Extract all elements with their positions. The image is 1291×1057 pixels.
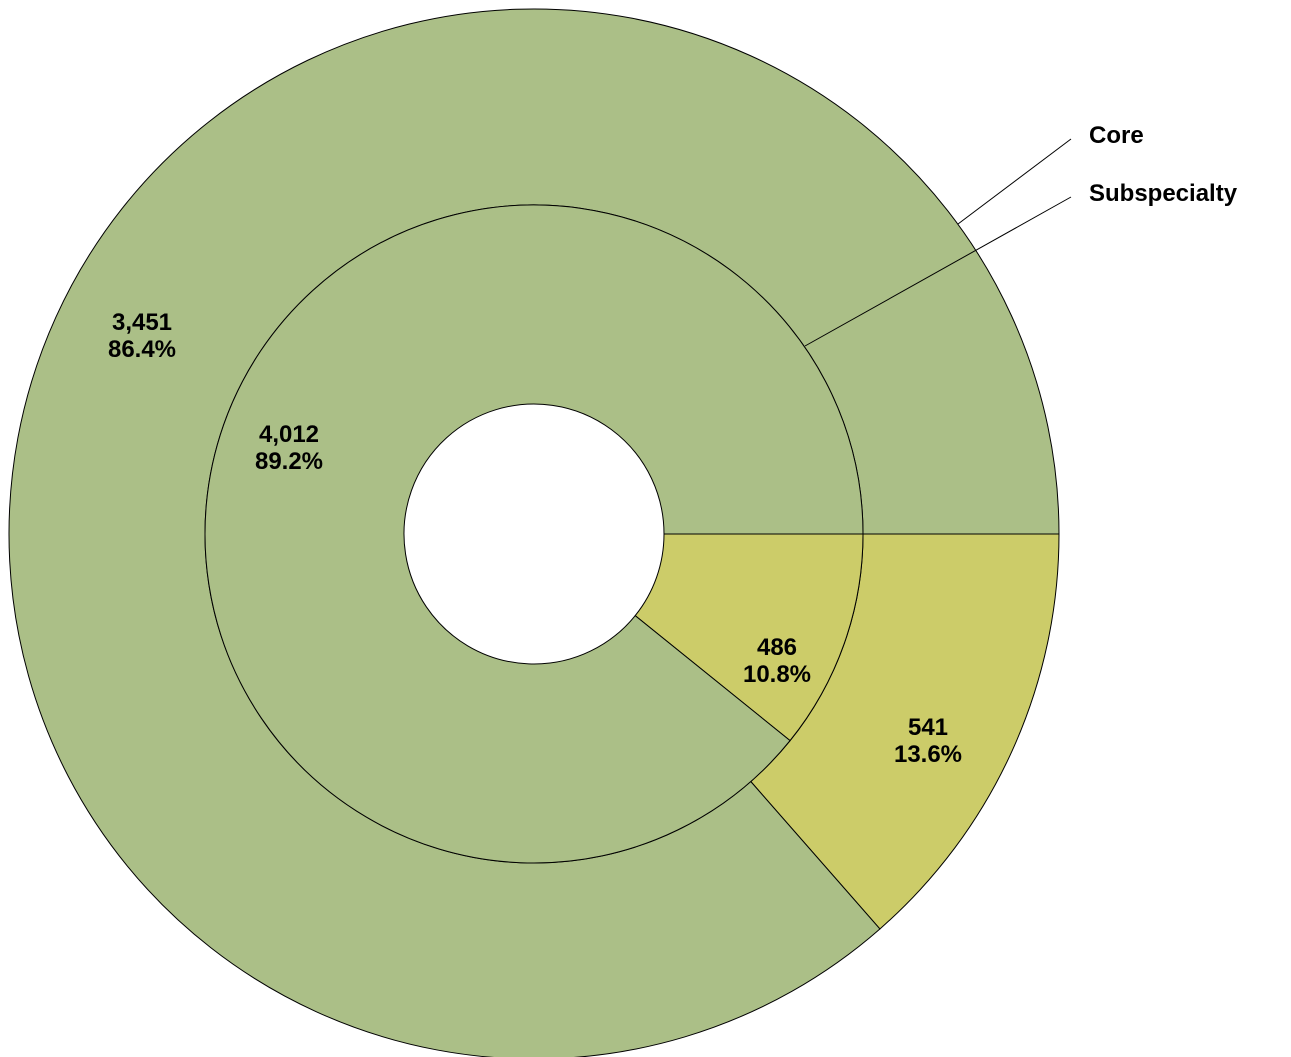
inner-slice-core bbox=[204, 204, 864, 864]
inner-label-core-value: 4,012 bbox=[259, 421, 319, 448]
legend-leader-core bbox=[957, 138, 1072, 225]
inner-label-core: 4,012 89.2% bbox=[255, 421, 323, 475]
inner-label-core-percent: 89.2% bbox=[255, 448, 323, 475]
chart-data-labels: 3,451 86.4% 541 13.6% 4,012 89.2% 486 10.8% bbox=[108, 309, 962, 768]
outer-label-core-percent: 86.4% bbox=[108, 336, 176, 363]
inner-label-subspecialty-value: 486 bbox=[757, 634, 797, 661]
inner-label-subspecialty: 486 10.8% bbox=[743, 634, 811, 688]
legend-entry-core: Core bbox=[1089, 122, 1144, 149]
legend-entry-subspecialty: Subspecialty bbox=[1089, 180, 1238, 207]
outer-label-subspecialty-percent: 13.6% bbox=[894, 741, 962, 768]
inner-slice-subspecialty bbox=[634, 533, 864, 742]
outer-label-core: 3,451 86.4% bbox=[108, 309, 176, 363]
chart-legend: Core Subspecialty bbox=[804, 122, 1238, 347]
outer-label-core-value: 3,451 bbox=[112, 309, 172, 336]
outer-label-subspecialty: 541 13.6% bbox=[894, 714, 962, 768]
legend-leader-subspecialty bbox=[804, 196, 1072, 347]
chart-rings bbox=[8, 8, 1060, 1057]
inner-label-subspecialty-percent: 10.8% bbox=[743, 661, 811, 688]
outer-label-subspecialty-value: 541 bbox=[908, 714, 948, 741]
